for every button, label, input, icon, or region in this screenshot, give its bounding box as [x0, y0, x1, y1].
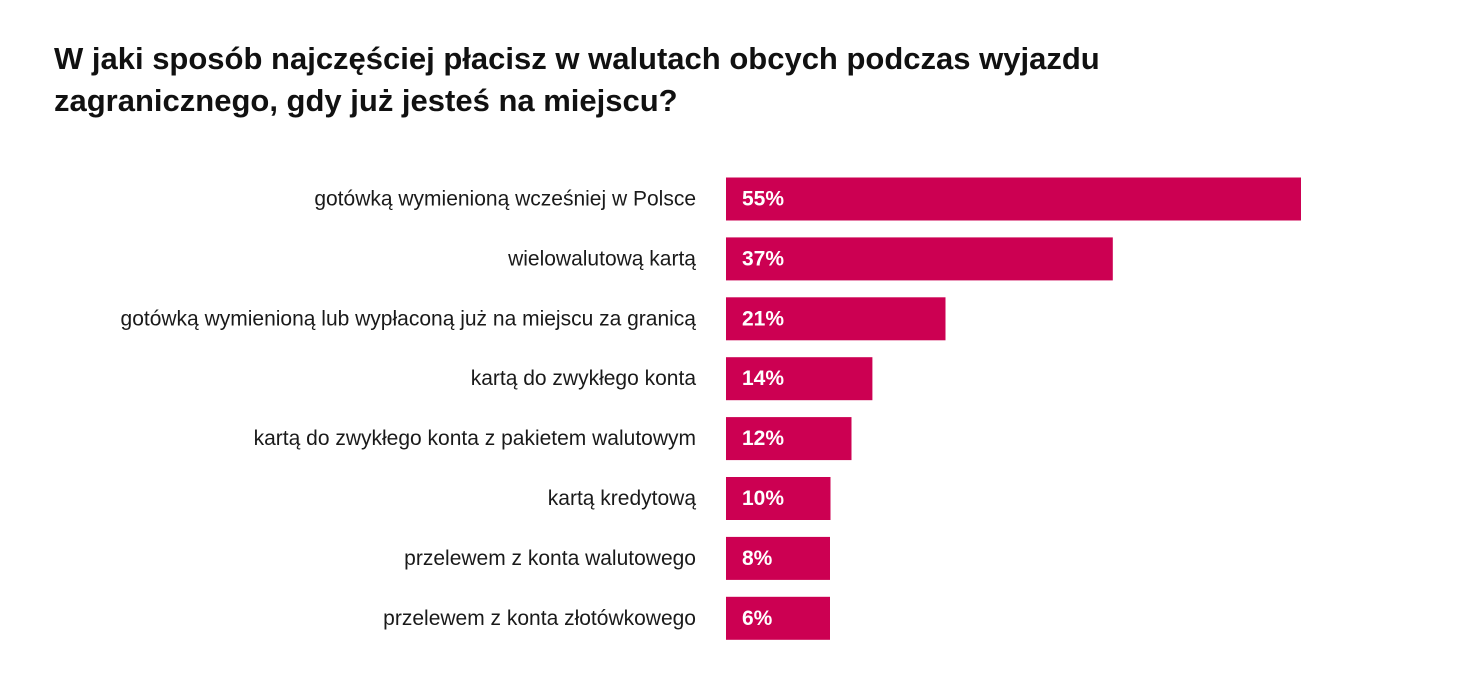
value-label-5: 12% [742, 427, 784, 450]
value-label-7: 8% [742, 547, 773, 570]
category-label-6: kartą kredytową [548, 487, 697, 510]
category-label-3: gotówką wymienioną lub wypłaconą już na … [121, 307, 697, 330]
category-label-5: kartą do zwykłego konta z pakietem walut… [254, 427, 696, 450]
bars-group: gotówką wymienioną wcześniej w Polsce 55%… [121, 177, 1301, 640]
category-label-7: przelewem z konta walutowego [404, 547, 696, 570]
bar-3 [726, 297, 946, 341]
value-label-4: 14% [742, 367, 784, 390]
value-label-2: 37% [742, 247, 784, 270]
value-label-6: 10% [742, 487, 784, 510]
bar-1 [726, 177, 1301, 221]
category-label-1: gotówką wymienioną wcześniej w Polsce [314, 188, 696, 211]
chart-title: W jaki sposób najczęściej płacisz w walu… [54, 41, 1100, 118]
bar-6 [726, 477, 831, 520]
value-label-8: 6% [742, 607, 773, 630]
category-label-4: kartą do zwykłego konta [471, 367, 697, 390]
value-label-3: 21% [742, 307, 784, 330]
bar-7 [726, 536, 830, 580]
bar-5 [726, 417, 852, 461]
bar-4 [726, 357, 873, 401]
value-label-1: 55% [742, 188, 784, 211]
bar-8 [726, 596, 830, 640]
category-label-8: przelewem z konta złotówkowego [383, 607, 696, 630]
bar-2 [726, 237, 1113, 281]
category-label-2: wielowalutową kartą [507, 247, 696, 270]
